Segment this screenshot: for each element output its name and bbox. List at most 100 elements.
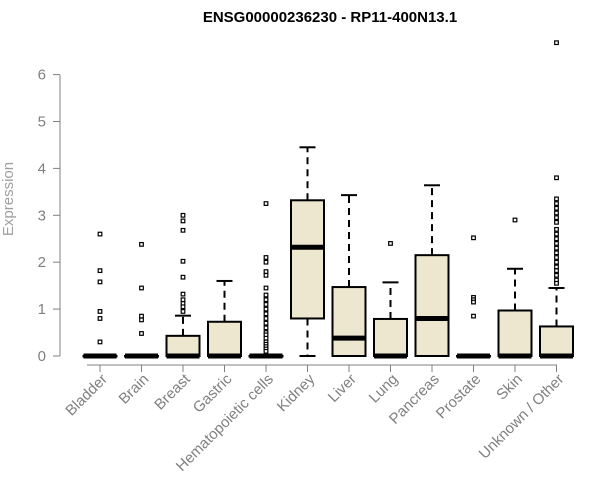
outlier-point [554,210,559,216]
outlier-point [554,272,559,278]
x-tick-label: Breast [151,370,194,413]
x-tick-label: Lung [366,371,402,407]
outlier-point [97,279,103,285]
box-bladder [82,231,118,359]
outlier-point [388,241,393,246]
outlier-point [97,309,103,314]
x-tick-label: Liver [325,371,360,406]
box-rect [290,199,325,320]
outlier-point [554,259,559,265]
box-gastric [207,279,242,359]
outlier-point [554,226,559,232]
outlier-point [554,196,559,202]
box-lung [373,241,408,359]
box-rect [165,334,201,358]
box-group [82,40,574,359]
outlier-point [554,241,559,246]
y-tick-label: 2 [38,254,46,271]
outlier-point [97,339,103,345]
outlier-point [263,272,269,278]
outlier-point [554,264,559,270]
outlier-point [471,299,476,305]
box-rect [331,286,367,358]
x-tick-label: Kidney [274,370,319,415]
outlier-point [263,348,269,354]
outlier-point [263,269,269,274]
box-rect [539,325,574,358]
outlier-point [263,320,269,326]
box-skin [497,217,533,359]
y-tick-label: 3 [38,207,46,224]
outlier-point [512,217,518,223]
chart-title: ENSG00000236230 - RP11-400N13.1 [203,9,457,26]
outlier-point [180,297,186,303]
outlier-point [554,245,559,251]
outlier-point [554,255,559,260]
y-axis: 0 1 2 3 4 5 6 Expression [0,67,61,365]
outlier-point [554,40,559,46]
y-tick-label: 4 [38,160,46,177]
outlier-point [263,325,269,331]
outlier-point [263,311,269,317]
outlier-point [471,313,476,319]
outlier-point [97,231,103,237]
x-tick-label: Prostate [433,371,485,423]
outlier-point [180,258,186,264]
box-pancreas [414,184,450,357]
box-breast [165,212,201,359]
y-tick-label: 1 [38,301,46,318]
outlier-point [554,215,559,221]
outlier-point [139,241,144,247]
y-tick-label: 6 [38,67,46,84]
outlier-point [554,219,559,225]
box-hematopoietic-cells [248,201,284,359]
x-tick-label: Bladder [62,371,111,420]
box-prostate [456,235,491,359]
outlier-point [97,316,103,321]
outlier-point [180,309,186,314]
outlier-point [263,316,269,321]
outlier-point [263,201,269,206]
outlier-point [180,227,186,233]
y-tick-label: 0 [38,348,46,365]
outlier-point [180,218,186,224]
outlier-point [180,274,186,280]
box-kidney [290,146,325,357]
outlier-point [263,297,269,303]
box-brain [124,241,159,359]
outlier-point [263,302,269,307]
outlier-point [554,205,559,211]
outlier-point [180,291,186,297]
box-unknown-other [539,40,574,359]
outlier-point [263,292,269,298]
outlier-point [554,250,559,256]
x-tick-label: Brain [116,371,153,408]
y-tick-label: 5 [38,114,46,131]
outlier-point [554,175,559,181]
box-rect [414,254,450,357]
outlier-point [139,317,144,323]
outlier-point [139,285,144,291]
outlier-point [263,285,269,291]
box-rect [373,317,408,358]
outlier-point [554,201,559,206]
box-rect [207,320,242,357]
outlier-point [180,212,186,218]
y-ticks: 0 1 2 3 4 5 6 [38,67,60,365]
x-tick-label: Skin [493,371,526,404]
outlier-point [554,236,559,242]
outlier-point [554,280,559,286]
outlier-point [554,268,559,274]
y-axis-title: Expression [0,162,17,236]
outlier-point [263,259,269,265]
outlier-point [180,304,186,310]
outlier-point [139,331,144,336]
outlier-point [97,268,103,274]
outlier-point [554,231,559,237]
outlier-point [263,306,269,312]
outlier-point [263,335,269,341]
outlier-point [263,255,269,260]
